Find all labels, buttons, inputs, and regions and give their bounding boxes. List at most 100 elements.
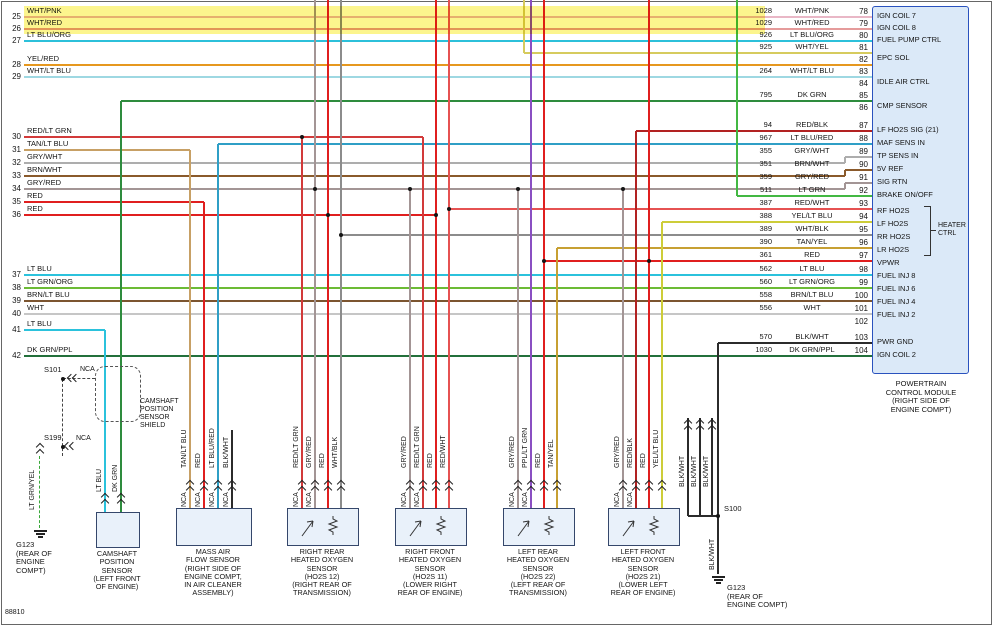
pcm-function-label: BRAKE ON/OFF: [877, 190, 933, 199]
left-pin-number: 36: [12, 210, 21, 219]
circuit-number-label: 1029: [755, 18, 772, 27]
circuit-number-label: 560: [759, 277, 772, 286]
pcm-pin-number: 99: [859, 278, 868, 287]
shield-drain-wire-dashed: [62, 379, 64, 456]
junction-dot: [621, 187, 625, 191]
wire-color-label: LT BLU/RED: [790, 133, 834, 142]
wire-color-vertical-label: LT BLU/RED: [209, 428, 216, 468]
wire-vertical: [217, 144, 219, 510]
pcm-function-label: IGN COIL 8: [877, 23, 916, 32]
pcm-pin-number: 86: [859, 103, 868, 112]
pcm-pin-number: 104: [854, 346, 868, 355]
wire-horizontal: [24, 149, 190, 151]
circuit-number-label: 387: [759, 198, 772, 207]
wire-horizontal: [845, 156, 872, 158]
pcm-pin-number: 101: [854, 304, 868, 313]
wire-vertical: [203, 202, 205, 510]
pcm-pin-number: 83: [859, 67, 868, 76]
wire-vertical: [699, 418, 701, 516]
wire-color-vertical-label: RED: [427, 453, 434, 468]
pcm-pin-number: 88: [859, 134, 868, 143]
wire-color-label: RED: [27, 204, 43, 213]
pcm-function-label: CMP SENSOR: [877, 101, 928, 110]
pcm-function-label: TP SENS IN: [877, 151, 919, 160]
sensor-caption: CAMSHAFT POSITION SENSOR (LEFT FRONT OF …: [93, 549, 141, 592]
wire-vertical: [517, 189, 519, 510]
wire-vertical: [648, 0, 650, 510]
pcm-pin-number: 82: [859, 55, 868, 64]
circuit-number-label: 361: [759, 250, 772, 259]
circuit-number-label: 925: [759, 42, 772, 51]
junction-dot: [61, 445, 65, 449]
wire-horizontal: [737, 195, 872, 197]
diagram-number: 88810: [5, 609, 25, 616]
ground-symbol: [711, 576, 725, 578]
wire-color-vertical-label: GRY/RED: [306, 436, 313, 468]
pcm-function-label: EPC SOL: [877, 53, 910, 62]
wire-color-label: RED/BLK: [795, 120, 829, 129]
wire-vertical: [314, 0, 316, 510]
circuit-number-label: 511: [760, 185, 772, 194]
ground-symbol: [33, 530, 47, 532]
wire-vertical: [661, 222, 663, 510]
wire-vertical: [844, 183, 846, 189]
pcm-function-label: FUEL INJ 4: [877, 297, 916, 306]
wire-color-label: BRN/WHT: [27, 165, 62, 174]
heater-ctrl-label: HEATER CTRL: [938, 222, 966, 237]
wire-color-label: GRY/RED: [27, 178, 62, 187]
pcm-pin-number: 90: [859, 160, 868, 169]
nca-label: NCA: [80, 366, 95, 373]
circuit-number-label: 264: [759, 66, 772, 75]
wire-horizontal: [24, 329, 105, 331]
circuit-number-label: 390: [759, 237, 772, 246]
wire-color-vertical-label: GRY/RED: [614, 436, 621, 468]
wire-color-label: RED/LT GRN: [27, 126, 72, 135]
wire-vertical: [327, 0, 329, 510]
o2-sensor-symbol: [622, 516, 660, 537]
heater-ctrl-bracket: [930, 230, 936, 232]
wire-vertical: [301, 137, 303, 510]
wire-color-label: GRY/WHT: [27, 152, 63, 161]
wire-vertical: [448, 0, 450, 510]
splice-label-s101: S101: [44, 365, 62, 374]
wire-color-vertical-label: BLK/WHT: [223, 436, 230, 468]
wire-horizontal: [449, 208, 872, 210]
wire-color-vertical-label: BLK/WHT: [709, 538, 716, 570]
wire-color-label: LT GRN/ORG: [27, 277, 73, 286]
wire-color-label: RED/WHT: [794, 198, 830, 207]
circuit-number-label: 359: [759, 172, 772, 181]
left-pin-number: 25: [12, 12, 21, 21]
wire-color-vertical-label: BLK/WHT: [679, 455, 686, 487]
circuit-number-label: 558: [759, 290, 772, 299]
circuit-number-label: 355: [759, 146, 772, 155]
junction-dot: [326, 213, 330, 217]
pcm-pin-number: 95: [859, 225, 868, 234]
wire-horizontal: [24, 287, 872, 289]
wire-color-label: WHT/YEL: [795, 42, 829, 51]
wire-horizontal: [24, 201, 204, 203]
left-pin-number: 40: [12, 309, 21, 318]
wire-vertical: [543, 0, 545, 510]
wire-horizontal: [24, 76, 872, 78]
wire-horizontal: [24, 313, 872, 315]
pcm-function-label: 5V REF: [877, 164, 904, 173]
circuit-number-label: 926: [759, 30, 772, 39]
wire-horizontal: [24, 175, 845, 177]
heater-ctrl-bracket: [924, 206, 930, 208]
ground-wire-dashed: [39, 456, 41, 528]
pcm-pin-number: 98: [859, 265, 868, 274]
wire-color-label: WHT/RED: [27, 18, 62, 27]
circuit-number-label: 1030: [755, 345, 772, 354]
sensor-box-right-rear-heated-oxygen-sensor: [287, 508, 359, 546]
wire-color-label: GRY/RED: [794, 172, 830, 181]
nca-label: NCA: [195, 492, 202, 507]
pcm-function-label: MAF SENS IN: [877, 138, 925, 147]
wire-vertical: [687, 418, 689, 516]
wire-color-label: LT BLU/ORG: [790, 30, 834, 39]
wire-color-vertical-label: RED: [535, 453, 542, 468]
junction-dot: [716, 514, 720, 518]
wire-horizontal: [718, 342, 872, 344]
left-pin-number: 37: [12, 270, 21, 279]
sensor-caption: RIGHT FRONT HEATED OXYGEN SENSOR (HO2S 1…: [397, 547, 463, 598]
